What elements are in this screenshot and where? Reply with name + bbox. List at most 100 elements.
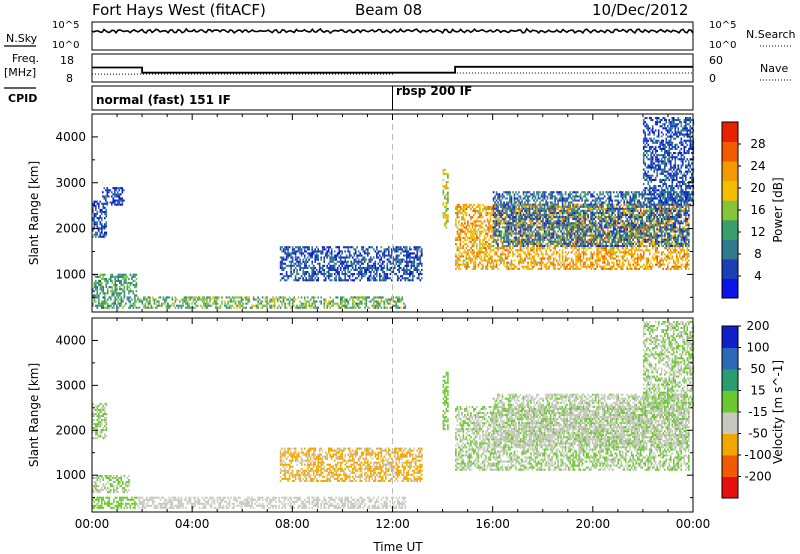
echo-cell: [587, 265, 589, 268]
echo-cell: [500, 222, 502, 225]
echo-cell: [119, 294, 121, 297]
echo-cell: [667, 245, 669, 248]
echo-cell: [531, 249, 534, 252]
echo-cell: [134, 298, 136, 301]
echo-cell: [122, 284, 124, 287]
echo-cell: [501, 207, 504, 210]
echo-cell: [662, 220, 664, 223]
echo-cell: [455, 259, 457, 262]
echo-cell: [629, 228, 631, 231]
echo-cell: [482, 208, 484, 211]
echo-cell: [293, 268, 295, 271]
echo-cell: [518, 261, 520, 264]
echo-cell: [92, 210, 94, 213]
echo-cell: [386, 254, 389, 257]
echo-cell: [317, 271, 319, 274]
echo-cell: [633, 249, 636, 252]
echo-cell: [224, 302, 226, 305]
echo-cell: [676, 259, 678, 262]
echo-cell: [578, 259, 580, 262]
echo-cell: [388, 268, 390, 271]
echo-cell: [285, 275, 288, 278]
echo-cell: [198, 298, 201, 301]
echo-cell: [267, 302, 270, 305]
echo-cell: [506, 203, 508, 206]
echo-cell: [102, 204, 105, 207]
echo-cell: [650, 218, 652, 221]
echo-cell: [111, 275, 114, 278]
echo-cell: [474, 230, 477, 233]
echo-cell: [503, 236, 505, 239]
echo-cell: [500, 257, 502, 260]
echo-cell: [397, 296, 399, 299]
echo-cell: [389, 277, 392, 280]
echo-cell: [195, 304, 198, 307]
echo-cell: [101, 306, 103, 309]
echo-cell: [213, 300, 216, 303]
echo-cell: [297, 250, 300, 253]
echo-cell: [380, 268, 383, 271]
echo-cell: [104, 225, 106, 228]
echo-cell: [513, 267, 516, 270]
echo-cell: [158, 296, 160, 299]
echo-cell: [264, 304, 267, 307]
echo-cell: [648, 253, 651, 256]
echo-cell: [510, 267, 513, 270]
echo-cell: [611, 251, 613, 254]
echo-cell: [549, 210, 552, 213]
echo-cell: [510, 249, 513, 252]
echo-cell: [210, 298, 213, 301]
echo-cell: [507, 265, 510, 268]
echo-cell: [364, 275, 366, 278]
echo-cell: [653, 234, 655, 237]
echo-cell: [392, 304, 395, 307]
echo-cell: [410, 252, 413, 255]
echo-cell: [686, 247, 689, 250]
echo-cell: [464, 238, 466, 241]
echo-cell: [377, 252, 380, 255]
echo-cell: [377, 266, 380, 269]
echo-cell: [445, 201, 448, 204]
echo-cell: [174, 296, 177, 299]
echo-cell: [680, 208, 683, 211]
echo-cell: [503, 253, 505, 256]
echo-cell: [482, 251, 484, 254]
echo-cell: [480, 249, 483, 252]
echo-cell: [623, 263, 625, 266]
echo-cell: [633, 222, 636, 225]
echo-cell: [606, 259, 609, 262]
echo-cell: [225, 296, 228, 299]
echo-cell: [567, 212, 570, 215]
echo-cell: [497, 259, 499, 262]
echo-cell: [670, 249, 672, 252]
echo-cell: [191, 302, 193, 305]
echo-cell: [332, 268, 334, 271]
echo-cell: [309, 252, 312, 255]
echo-cell: [497, 242, 499, 245]
echo-cell: [290, 260, 292, 263]
echo-cell: [667, 263, 669, 266]
echo-cell: [476, 255, 478, 258]
echo-cell: [476, 234, 478, 237]
echo-cell: [374, 260, 377, 263]
echo-cell: [339, 262, 342, 265]
echo-cell: [377, 268, 380, 271]
echo-cell: [600, 232, 603, 235]
echo-region: [442, 168, 449, 229]
echo-cell: [227, 302, 229, 305]
echo-cell: [99, 275, 102, 278]
echo-cell: [382, 300, 384, 303]
echo-cell: [519, 259, 522, 262]
echo-cell: [549, 249, 552, 252]
echo-cell: [327, 275, 330, 278]
echo-cell: [489, 251, 492, 254]
echo-cell: [483, 208, 486, 211]
echo-cell: [581, 222, 583, 225]
echo-cell: [480, 232, 483, 235]
echo-cell: [338, 306, 340, 309]
echo-cell: [333, 302, 336, 305]
echo-cell: [464, 222, 466, 225]
echo-cell: [108, 189, 110, 192]
echo-cell: [138, 300, 141, 303]
echo-cell: [495, 228, 498, 231]
